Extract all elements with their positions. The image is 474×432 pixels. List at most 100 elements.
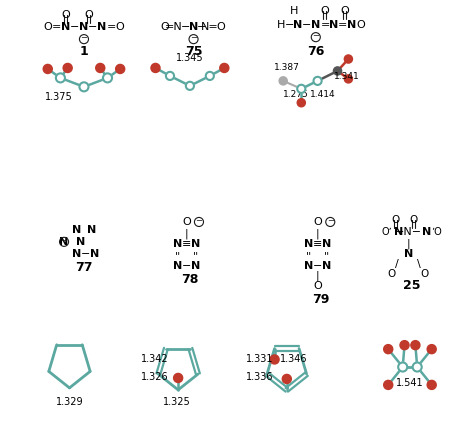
Text: ": " bbox=[306, 251, 311, 261]
Circle shape bbox=[279, 77, 287, 85]
Text: O: O bbox=[420, 269, 428, 279]
Text: =: = bbox=[338, 20, 347, 30]
Circle shape bbox=[80, 83, 89, 91]
Circle shape bbox=[43, 64, 52, 73]
Circle shape bbox=[270, 355, 279, 364]
Text: 1.414: 1.414 bbox=[310, 90, 336, 99]
Text: N: N bbox=[394, 227, 404, 237]
Text: \: \ bbox=[417, 259, 421, 269]
Text: O: O bbox=[313, 280, 322, 291]
Text: −: − bbox=[197, 22, 206, 32]
Text: =: = bbox=[107, 22, 116, 32]
Text: ≡: ≡ bbox=[313, 239, 322, 249]
Text: 25: 25 bbox=[403, 279, 420, 292]
Text: |: | bbox=[316, 270, 319, 281]
Text: N: N bbox=[72, 249, 82, 259]
Text: N: N bbox=[191, 260, 200, 271]
Text: ʼO: ʼO bbox=[431, 227, 442, 237]
Text: N: N bbox=[87, 225, 96, 235]
Circle shape bbox=[383, 345, 393, 354]
Text: O: O bbox=[84, 10, 93, 20]
Text: N: N bbox=[76, 237, 85, 247]
Circle shape bbox=[411, 341, 420, 349]
Text: 75: 75 bbox=[185, 44, 202, 57]
Text: −: − bbox=[182, 260, 191, 271]
Text: N: N bbox=[347, 20, 356, 30]
Circle shape bbox=[283, 375, 292, 384]
Text: |: | bbox=[184, 229, 188, 239]
Circle shape bbox=[103, 73, 112, 83]
Text: 1: 1 bbox=[80, 44, 88, 57]
Text: −: − bbox=[285, 20, 294, 30]
Text: O: O bbox=[356, 20, 365, 30]
Text: −: − bbox=[88, 22, 98, 32]
Text: /: / bbox=[395, 259, 399, 269]
Text: −: − bbox=[81, 33, 88, 42]
Text: 78: 78 bbox=[181, 273, 199, 286]
Text: −: − bbox=[70, 22, 80, 32]
Text: ": " bbox=[193, 251, 198, 261]
Text: ≡: ≡ bbox=[182, 239, 191, 249]
Circle shape bbox=[427, 381, 436, 389]
Text: 1.342: 1.342 bbox=[141, 354, 168, 364]
Text: 1.341: 1.341 bbox=[334, 73, 359, 81]
Circle shape bbox=[400, 341, 409, 349]
Text: O: O bbox=[182, 217, 191, 227]
Text: O: O bbox=[388, 269, 396, 279]
Text: O: O bbox=[116, 22, 125, 32]
Text: 1.331: 1.331 bbox=[246, 354, 273, 364]
Text: −: − bbox=[81, 249, 91, 259]
Text: 77: 77 bbox=[75, 261, 93, 274]
Text: −: − bbox=[327, 216, 334, 225]
Text: N: N bbox=[90, 249, 100, 259]
Text: N: N bbox=[322, 260, 331, 271]
Text: −: − bbox=[313, 260, 322, 271]
Text: N: N bbox=[403, 249, 413, 259]
Text: ": " bbox=[324, 251, 329, 261]
Text: N: N bbox=[422, 227, 431, 237]
Text: N: N bbox=[79, 22, 89, 32]
Text: 1.336: 1.336 bbox=[246, 372, 273, 382]
Text: 1.329: 1.329 bbox=[55, 397, 83, 407]
Text: O: O bbox=[62, 10, 70, 20]
Text: 1.326: 1.326 bbox=[141, 372, 168, 382]
Text: 76: 76 bbox=[307, 44, 325, 57]
Text: 1.541: 1.541 bbox=[396, 378, 424, 388]
Circle shape bbox=[383, 381, 393, 389]
Text: O: O bbox=[43, 22, 52, 32]
Circle shape bbox=[56, 73, 65, 83]
Text: 1.345: 1.345 bbox=[176, 53, 204, 63]
Text: 1.346: 1.346 bbox=[280, 354, 308, 364]
Text: O: O bbox=[216, 22, 225, 32]
Text: −: − bbox=[302, 20, 311, 30]
Text: −: − bbox=[190, 33, 197, 42]
Text: −: − bbox=[195, 216, 202, 225]
Text: ": " bbox=[174, 251, 180, 261]
Text: |: | bbox=[406, 238, 410, 249]
Text: N=: N= bbox=[201, 22, 219, 32]
Circle shape bbox=[206, 72, 214, 80]
Text: N: N bbox=[293, 20, 302, 30]
Text: 1.275: 1.275 bbox=[283, 90, 309, 99]
Text: 1.375: 1.375 bbox=[45, 92, 73, 102]
Text: N: N bbox=[304, 239, 313, 249]
Text: N: N bbox=[72, 225, 82, 235]
Text: N: N bbox=[61, 22, 71, 32]
Circle shape bbox=[297, 98, 305, 107]
Text: N: N bbox=[98, 22, 107, 32]
Text: H: H bbox=[277, 20, 285, 30]
Text: O: O bbox=[313, 217, 322, 227]
Circle shape bbox=[96, 64, 105, 73]
Text: =N: =N bbox=[165, 22, 182, 32]
Text: 79: 79 bbox=[312, 293, 330, 306]
Text: N: N bbox=[191, 239, 200, 249]
Circle shape bbox=[166, 72, 174, 80]
Circle shape bbox=[413, 362, 422, 372]
Circle shape bbox=[427, 345, 436, 354]
Text: N: N bbox=[173, 239, 182, 249]
Text: N: N bbox=[322, 239, 331, 249]
Text: O: O bbox=[392, 215, 400, 225]
Text: N: N bbox=[311, 20, 320, 30]
Text: N: N bbox=[304, 260, 313, 271]
Text: =: = bbox=[321, 20, 330, 30]
